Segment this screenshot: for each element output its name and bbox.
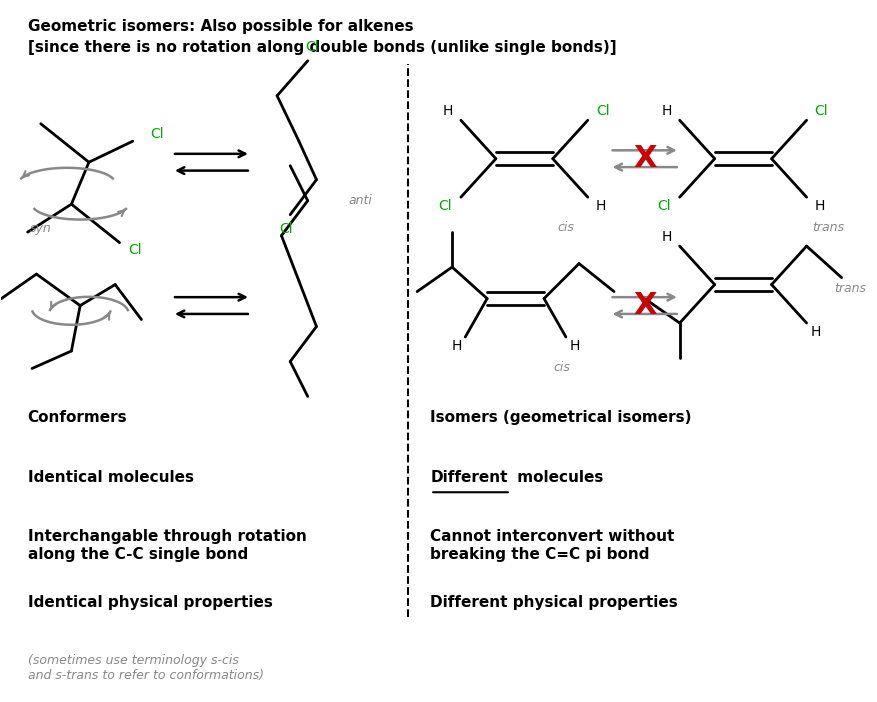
Text: Geometric isomers: Also possible for alkenes: Geometric isomers: Also possible for alk… [27, 19, 413, 34]
Text: H: H [660, 230, 671, 244]
Text: Different: Different [430, 470, 507, 485]
Text: (sometimes use terminology s-cis
and s-trans to refer to conformations): (sometimes use terminology s-cis and s-t… [27, 654, 263, 682]
Text: Cannot interconvert without
breaking the C=C pi bond: Cannot interconvert without breaking the… [430, 529, 674, 562]
Text: Cl: Cl [814, 104, 827, 118]
Text: Cl: Cl [305, 40, 318, 54]
Text: Identical physical properties: Identical physical properties [27, 595, 272, 609]
Text: H: H [660, 104, 671, 118]
Text: Cl: Cl [595, 104, 609, 118]
Text: molecules: molecules [511, 470, 602, 485]
Text: anti: anti [348, 194, 372, 207]
Text: Identical molecules: Identical molecules [27, 470, 194, 485]
Text: Conformers: Conformers [27, 411, 127, 425]
Text: H: H [595, 199, 605, 213]
Text: Cl: Cl [128, 243, 142, 257]
Text: Cl: Cl [150, 127, 164, 141]
Text: X: X [632, 291, 656, 320]
Text: Interchangable through rotation
along the C-C single bond: Interchangable through rotation along th… [27, 529, 306, 562]
Text: H: H [569, 339, 579, 353]
Text: H: H [809, 325, 820, 339]
Text: Cl: Cl [279, 222, 292, 236]
Text: Isomers (geometrical isomers): Isomers (geometrical isomers) [430, 411, 691, 425]
Text: Cl: Cl [438, 199, 452, 213]
Text: Cl: Cl [656, 199, 670, 213]
Text: cis: cis [553, 361, 569, 373]
Text: X: X [632, 144, 656, 173]
Text: H: H [451, 339, 461, 353]
Text: H: H [442, 104, 453, 118]
Text: trans: trans [833, 282, 866, 295]
Text: H: H [814, 199, 824, 213]
Text: trans: trans [811, 220, 844, 234]
Text: cis: cis [557, 220, 574, 234]
Text: Different physical properties: Different physical properties [430, 595, 677, 609]
Text: [since there is no rotation along double bonds (unlike single bonds)]: [since there is no rotation along double… [27, 40, 616, 55]
Text: syn: syn [30, 222, 52, 235]
